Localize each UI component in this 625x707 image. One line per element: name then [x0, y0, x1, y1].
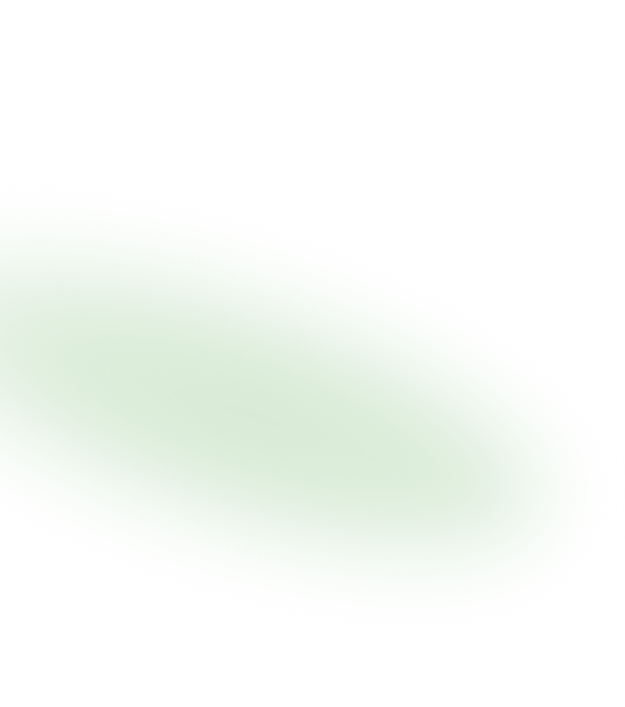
background-green-glow: [0, 190, 579, 620]
